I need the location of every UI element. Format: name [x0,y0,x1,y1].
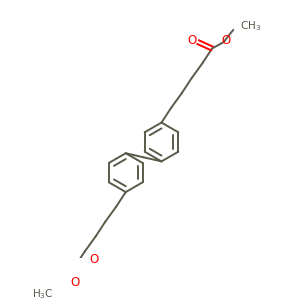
Text: O: O [188,34,197,47]
Text: O: O [70,277,80,290]
Text: O: O [221,34,230,46]
Text: CH$_3$: CH$_3$ [240,19,262,33]
Text: H$_3$C: H$_3$C [32,287,53,300]
Text: O: O [89,253,98,266]
